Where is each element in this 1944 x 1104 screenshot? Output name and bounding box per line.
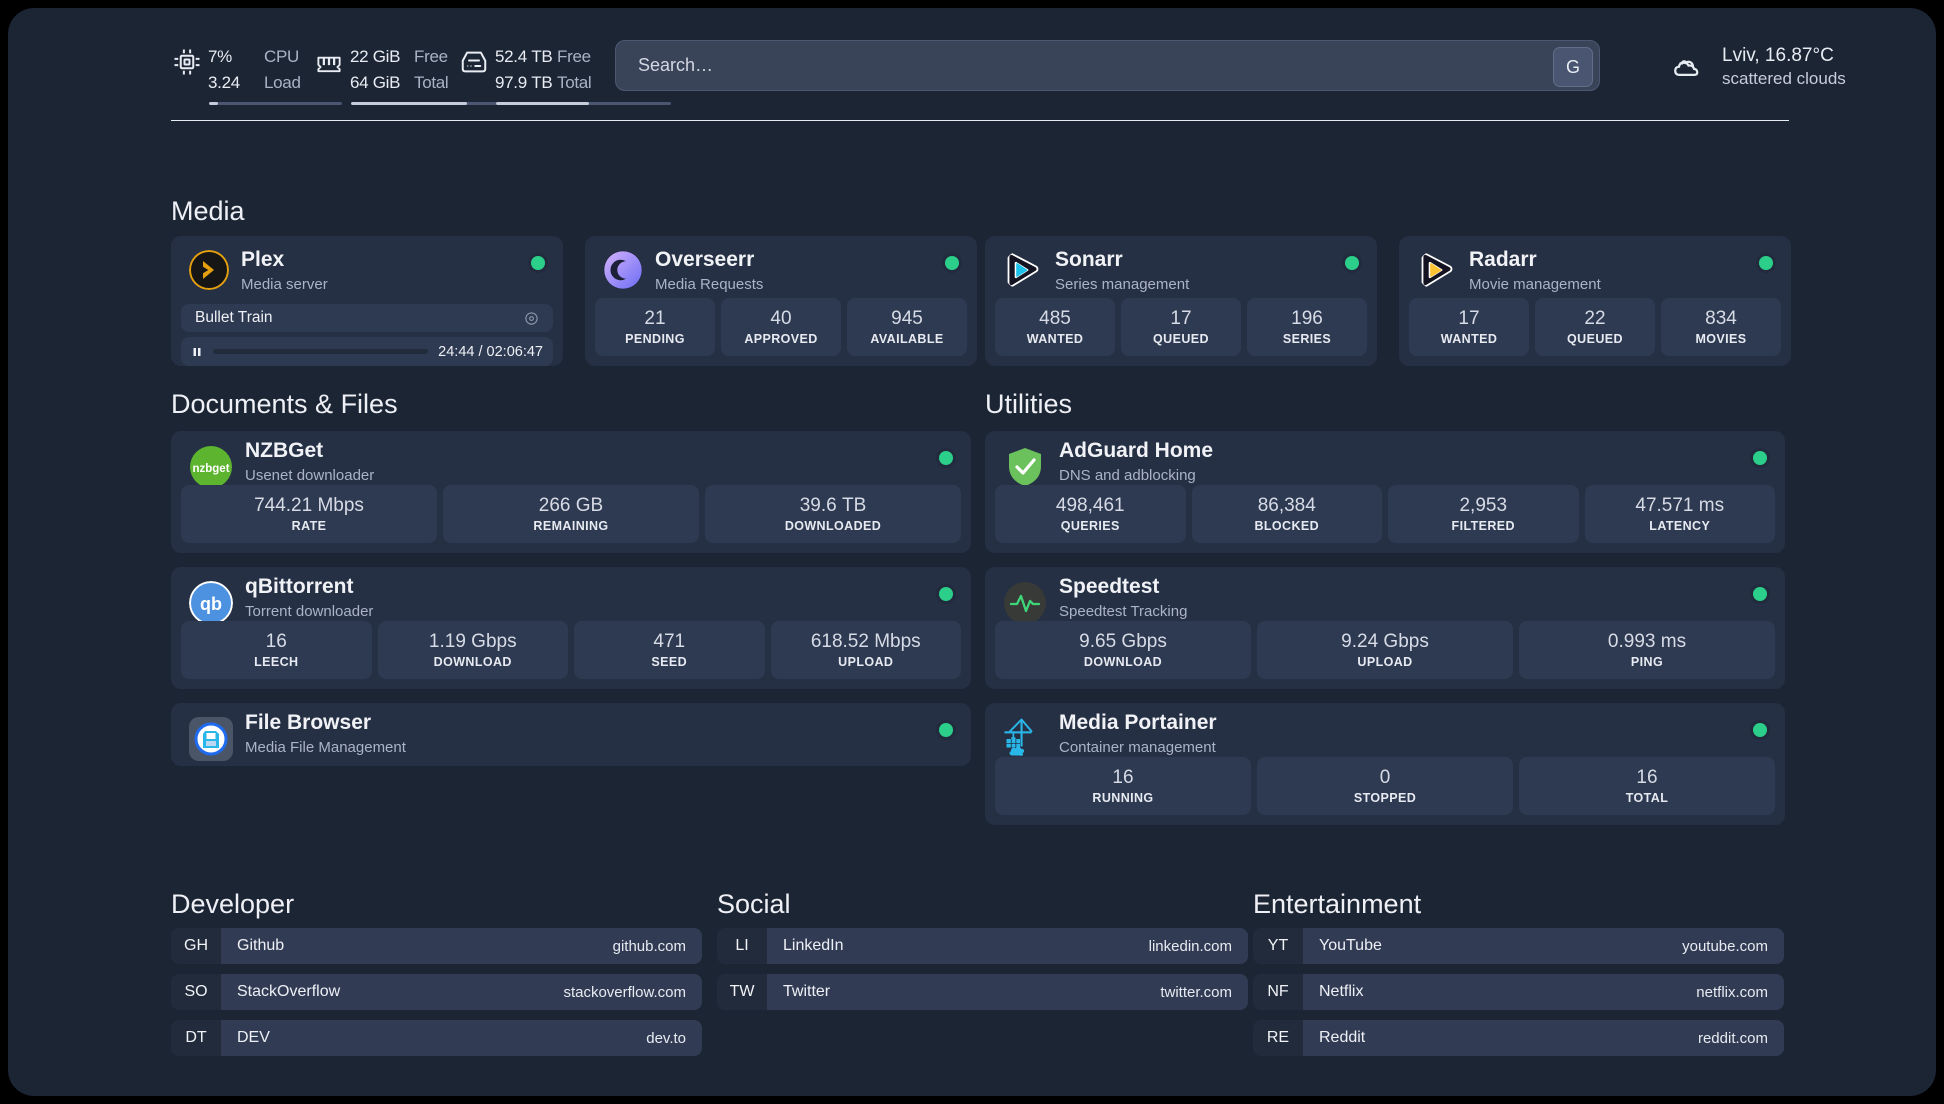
- svg-text:nzbget: nzbget: [192, 463, 229, 475]
- svg-text:qb: qb: [200, 594, 222, 614]
